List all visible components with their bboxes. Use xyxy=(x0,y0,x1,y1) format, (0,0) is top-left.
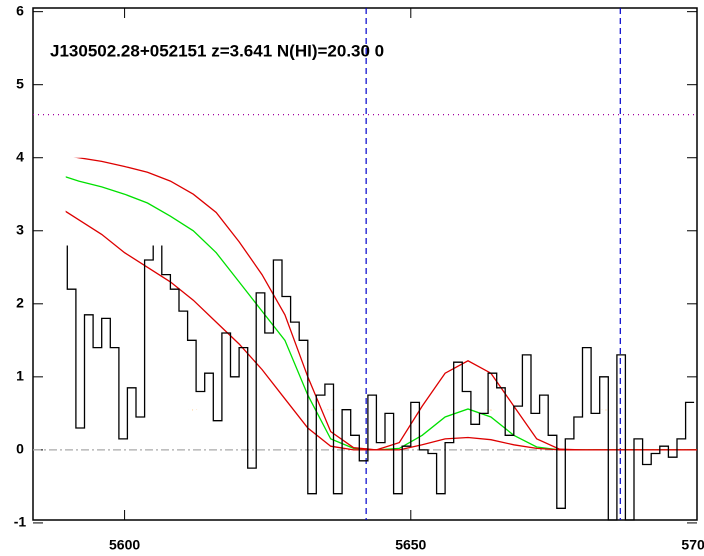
y-tick-label: 4 xyxy=(16,148,24,164)
x-tick-label: 5650 xyxy=(395,537,426,553)
model-line xyxy=(33,150,697,450)
x-tick-label: 5700 xyxy=(681,537,704,553)
y-tick-label: 5 xyxy=(16,75,24,91)
chart-title: J130502.28+052151 z=3.641 N(HI)=20.30 0 xyxy=(50,41,384,60)
model-line xyxy=(33,191,697,450)
y-tick-label: 3 xyxy=(16,221,24,237)
y-tick-label: -1 xyxy=(14,514,27,530)
x-tick-label: 5600 xyxy=(109,537,140,553)
y-tick-label: 6 xyxy=(16,2,24,18)
plot-frame xyxy=(32,7,698,521)
model-line xyxy=(33,165,697,450)
y-tick-label: 2 xyxy=(16,295,24,311)
y-tick-label: 0 xyxy=(16,441,24,457)
spectrum-connector xyxy=(33,238,694,520)
model-line xyxy=(33,402,697,409)
y-tick-label: 1 xyxy=(16,368,24,384)
